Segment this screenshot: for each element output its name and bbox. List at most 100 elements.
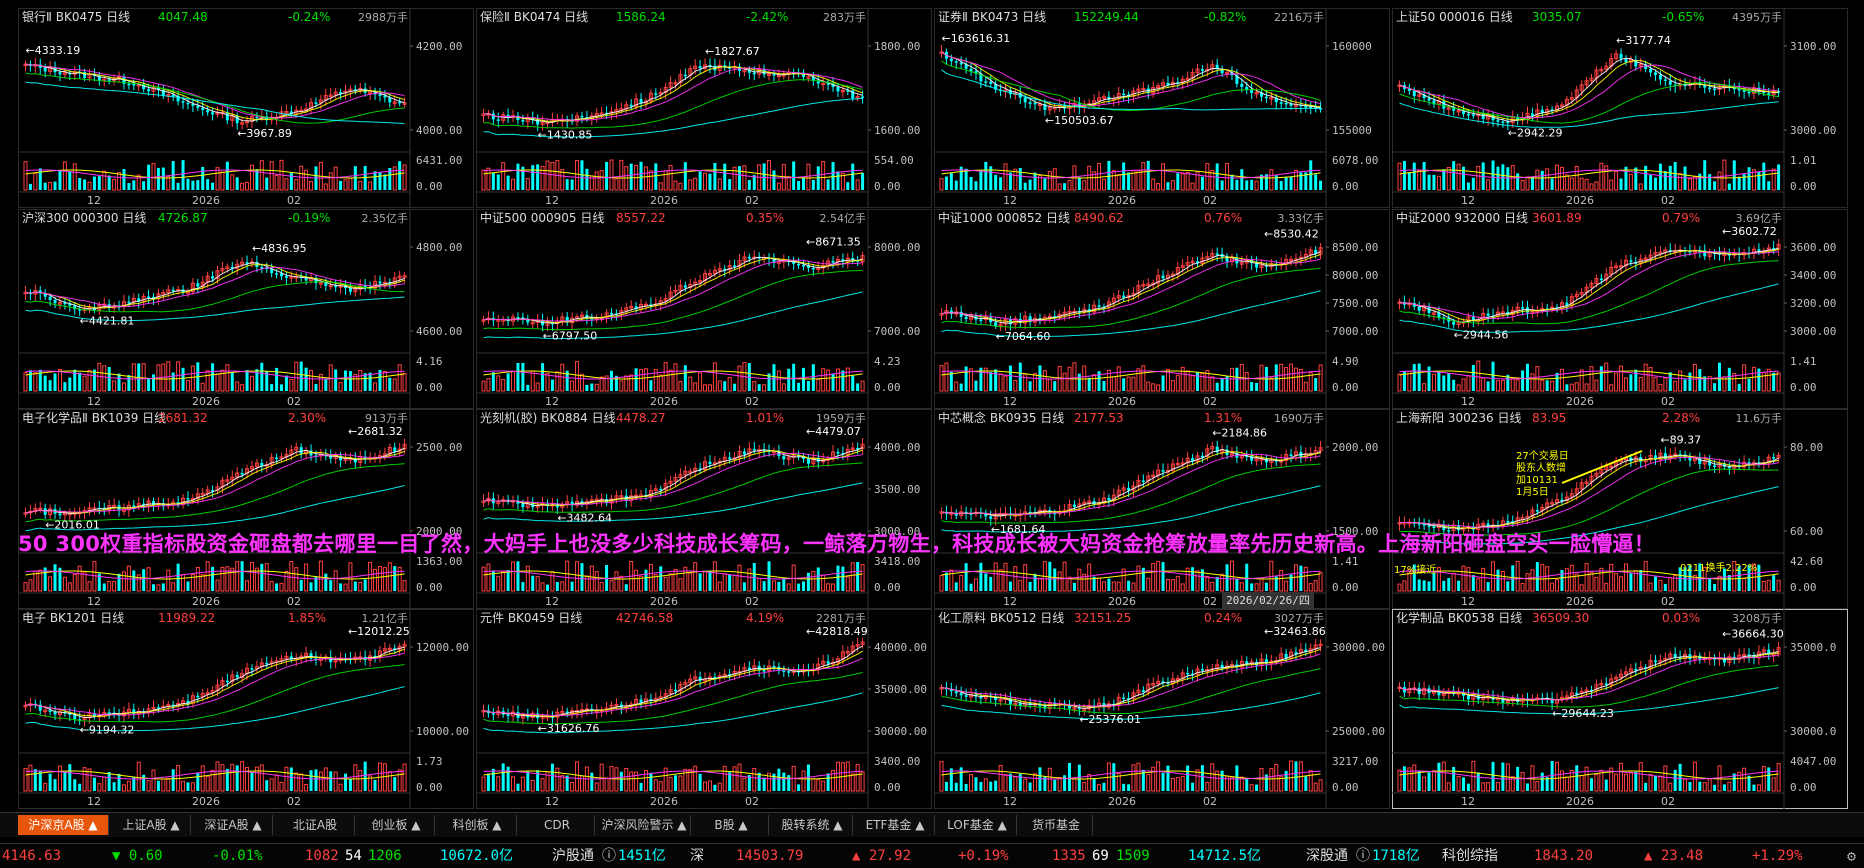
chart-panel[interactable]: 中证2000 932000 日线 3601.89 0.79% 3.69亿手 3600.0… <box>1392 209 1848 409</box>
high-annotation: ←4479.07 <box>806 425 861 438</box>
chart-panel[interactable]: 元件 BK0459 日线 42746.58 4.19% 2281万手 40000.00 3… <box>476 609 932 809</box>
tab-market-6[interactable]: CDR <box>520 815 595 835</box>
vol-tick-label: 4047.00 <box>1790 755 1836 768</box>
hk-sh-label[interactable]: 沪股通 <box>552 847 594 865</box>
chart-panel[interactable]: 上海新阳 300236 日线 83.95 2.28% 11.6万手 80.00 60.00… <box>1392 409 1848 609</box>
y-tick-label: 4000.00 <box>874 441 920 454</box>
x-tick-label: 02 <box>745 595 759 608</box>
panel-volume: 2988万手 <box>358 10 408 24</box>
chart-panel[interactable]: 证券Ⅱ BK0473 日线 152249.44 -0.82% 2216万手 160000… <box>934 8 1390 208</box>
crosshair-date-tag: 2026/02/26/四 <box>1222 592 1314 610</box>
chart-panel[interactable]: 保险Ⅱ BK0474 日线 1586.24 -2.42% 283万手 1800.00 16… <box>476 8 932 208</box>
chart-panel[interactable]: 中芯概念 BK0935 日线 2177.53 1.31% 1690万手 2000.00 1… <box>934 409 1390 609</box>
tab-market-10[interactable]: ETF基金 ▲ <box>856 815 935 835</box>
tab-market-3[interactable]: 北证A股 <box>276 815 355 835</box>
x-tick-label: 02 <box>1661 194 1675 207</box>
panel-change: -0.19% <box>288 211 330 225</box>
x-tick-label: 12 <box>545 395 559 408</box>
low-annotation: ←3967.89 <box>237 127 292 140</box>
high-annotation: ←89.37 <box>1660 433 1701 446</box>
vol-tick-label: 4.23 <box>874 355 901 368</box>
x-tick-label: 2026 <box>1108 395 1136 408</box>
y-tick-label: 160000 <box>1332 40 1372 53</box>
panel-price: 8557.22 <box>616 211 666 225</box>
tab-market-12[interactable]: 货币基金 <box>1020 815 1093 835</box>
y-tick-label: 35000.00 <box>874 683 927 696</box>
x-tick-label: 02 <box>745 395 759 408</box>
chart-panel[interactable]: 光刻机(胶) BK0884 日线 4478.27 1.01% 1959万手 4000.0… <box>476 409 932 609</box>
panel-price: 4478.27 <box>616 411 666 425</box>
y-tick-label: 12000.00 <box>416 641 469 654</box>
tab-market-0[interactable]: 沪深京A股 ▲ <box>18 815 109 835</box>
chart-panel[interactable]: 银行Ⅱ BK0475 日线 4047.48 -0.24% 2988万手 4200.00 4… <box>18 8 474 208</box>
chart-panel[interactable]: 化学制品 BK0538 日线 36509.30 0.03% 3208万手 35000.0… <box>1392 609 1848 809</box>
sh-index-pct: -0.01% <box>212 847 263 865</box>
vol-tick-label: 0.00 <box>416 180 443 193</box>
vol-tick-label: 1.41 <box>1790 355 1817 368</box>
panel-price: 4726.87 <box>158 211 208 225</box>
tab-market-5[interactable]: 科创板 ▲ <box>438 815 517 835</box>
chart-panel[interactable]: 化工原料 BK0512 日线 32151.25 0.24% 3027万手 30000.0… <box>934 609 1390 809</box>
low-annotation: ←2944.56 <box>1454 329 1509 342</box>
high-annotation: ←36664.30 <box>1722 628 1784 641</box>
x-tick-label: 02 <box>287 595 301 608</box>
low-annotation: ←9194.32 <box>80 723 135 736</box>
high-annotation: ←163616.31 <box>942 32 1011 45</box>
y-tick-label: 3200.00 <box>1790 297 1836 310</box>
y-tick-label: 3600.00 <box>1790 241 1836 254</box>
high-annotation: ←3602.72 <box>1722 225 1777 238</box>
chart-panel[interactable]: 中证1000 000852 日线 8490.62 0.76% 3.33亿手 8500.0… <box>934 209 1390 409</box>
tab-market-1[interactable]: 上证A股 ▲ <box>112 815 191 835</box>
x-tick-label: 2026 <box>1566 795 1594 808</box>
chart-panel[interactable]: 上证50 000016 日线 3035.07 -0.65% 4395万手 3100.00… <box>1392 8 1848 208</box>
gear-icon[interactable]: ⚙ <box>1847 847 1856 865</box>
sz-index-value: 14503.79 <box>736 847 803 865</box>
vol-tick-label: 0.00 <box>1332 781 1359 794</box>
tab-market-2[interactable]: 深证A股 ▲ <box>194 815 273 835</box>
vol-tick-label: 554.00 <box>874 154 914 167</box>
tab-market-8[interactable]: B股 ▲ <box>694 815 769 835</box>
hk-sz-value: 1718亿 <box>1372 847 1420 865</box>
vol-tick-label: 0.00 <box>1332 581 1359 594</box>
x-tick-label: 02 <box>1661 795 1675 808</box>
y-tick-label: 10000.00 <box>416 725 469 738</box>
y-tick-label: 4800.00 <box>416 241 462 254</box>
tab-market-4[interactable]: 创业板 ▲ <box>358 815 435 835</box>
x-tick-label: 12 <box>1003 194 1017 207</box>
panel-price: 8490.62 <box>1074 211 1124 225</box>
low-annotation: ←6797.50 <box>543 329 598 342</box>
sh-index-value: 4146.63 <box>2 847 61 865</box>
panel-price: 83.95 <box>1532 411 1566 425</box>
panel-change: -0.24% <box>288 10 330 24</box>
chart-panel[interactable]: 电子 BK1201 日线 11989.22 1.85% 1.21亿手 12000.00 1… <box>18 609 474 809</box>
chart-panel[interactable]: 中证500 000905 日线 8557.22 0.35% 2.54亿手 8000.00… <box>476 209 932 409</box>
panel-volume: 3.33亿手 <box>1278 211 1325 225</box>
tab-market-7[interactable]: 沪深风险警示 ▲ <box>598 815 691 835</box>
panel-volume: 4395万手 <box>1732 10 1782 24</box>
panel-change: -0.82% <box>1204 10 1246 24</box>
panel-change: 0.35% <box>746 211 784 225</box>
panel-title: 化工原料 BK0512 日线 <box>938 611 1064 625</box>
chart-panel[interactable]: 沪深300 000300 日线 4726.87 -0.19% 2.35亿手 4800.0… <box>18 209 474 409</box>
high-annotation: ←12012.25 <box>348 625 410 638</box>
panel-change: 1.31% <box>1204 411 1242 425</box>
x-tick-label: 12 <box>1003 795 1017 808</box>
panel-title: 中证500 000905 日线 <box>480 210 604 225</box>
y-tick-label: 35000.0 <box>1790 641 1836 654</box>
vol-tick-label: 0.00 <box>416 781 443 794</box>
panel-price: 4047.48 <box>158 10 208 24</box>
help-icon[interactable]: ⓘ <box>1356 847 1370 865</box>
annotation-banner: 50 300权重指标股资金砸盘都去哪里一目了然，大妈手上也没多少科技成长筹码，一… <box>18 528 1858 556</box>
vol-tick-label: 0.00 <box>874 180 901 193</box>
tab-market-11[interactable]: LOF基金 ▲ <box>938 815 1017 835</box>
y-tick-label: 8500.00 <box>1332 241 1378 254</box>
x-tick-label: 02 <box>287 194 301 207</box>
help-icon[interactable]: ⓘ <box>602 847 616 865</box>
panel-title: 电子 BK1201 日线 <box>22 611 124 625</box>
y-tick-label: 7000.00 <box>874 325 920 338</box>
panel-price: 2681.32 <box>158 411 208 425</box>
tab-market-9[interactable]: 股转系统 ▲ <box>772 815 853 835</box>
hk-sz-label[interactable]: 深股通 <box>1306 847 1348 865</box>
panel-volume: 3208万手 <box>1732 611 1782 625</box>
